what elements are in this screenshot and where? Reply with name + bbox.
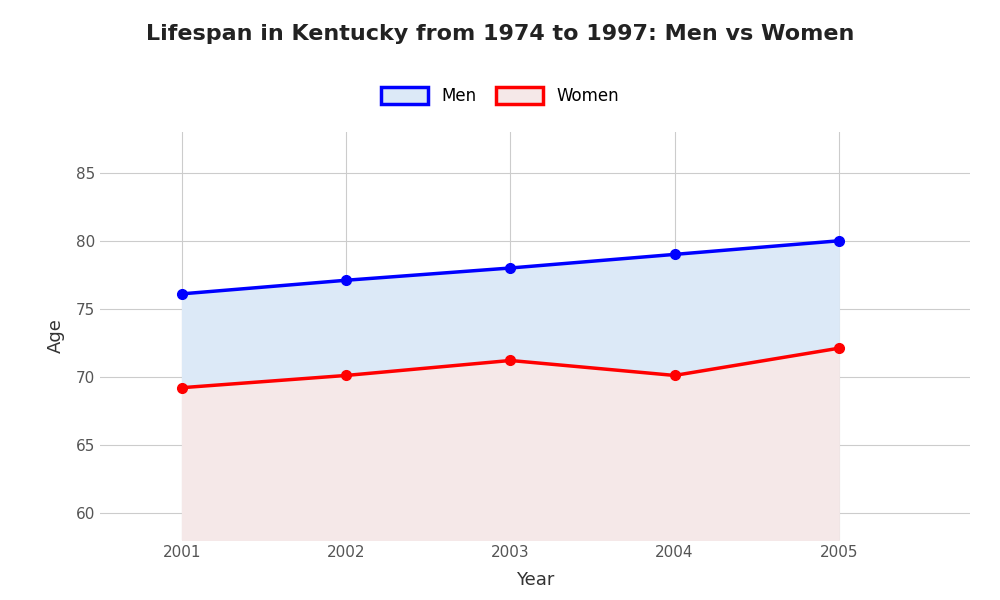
Text: Lifespan in Kentucky from 1974 to 1997: Men vs Women: Lifespan in Kentucky from 1974 to 1997: … — [146, 24, 854, 44]
Y-axis label: Age: Age — [47, 319, 65, 353]
X-axis label: Year: Year — [516, 571, 554, 589]
Legend: Men, Women: Men, Women — [374, 80, 626, 112]
